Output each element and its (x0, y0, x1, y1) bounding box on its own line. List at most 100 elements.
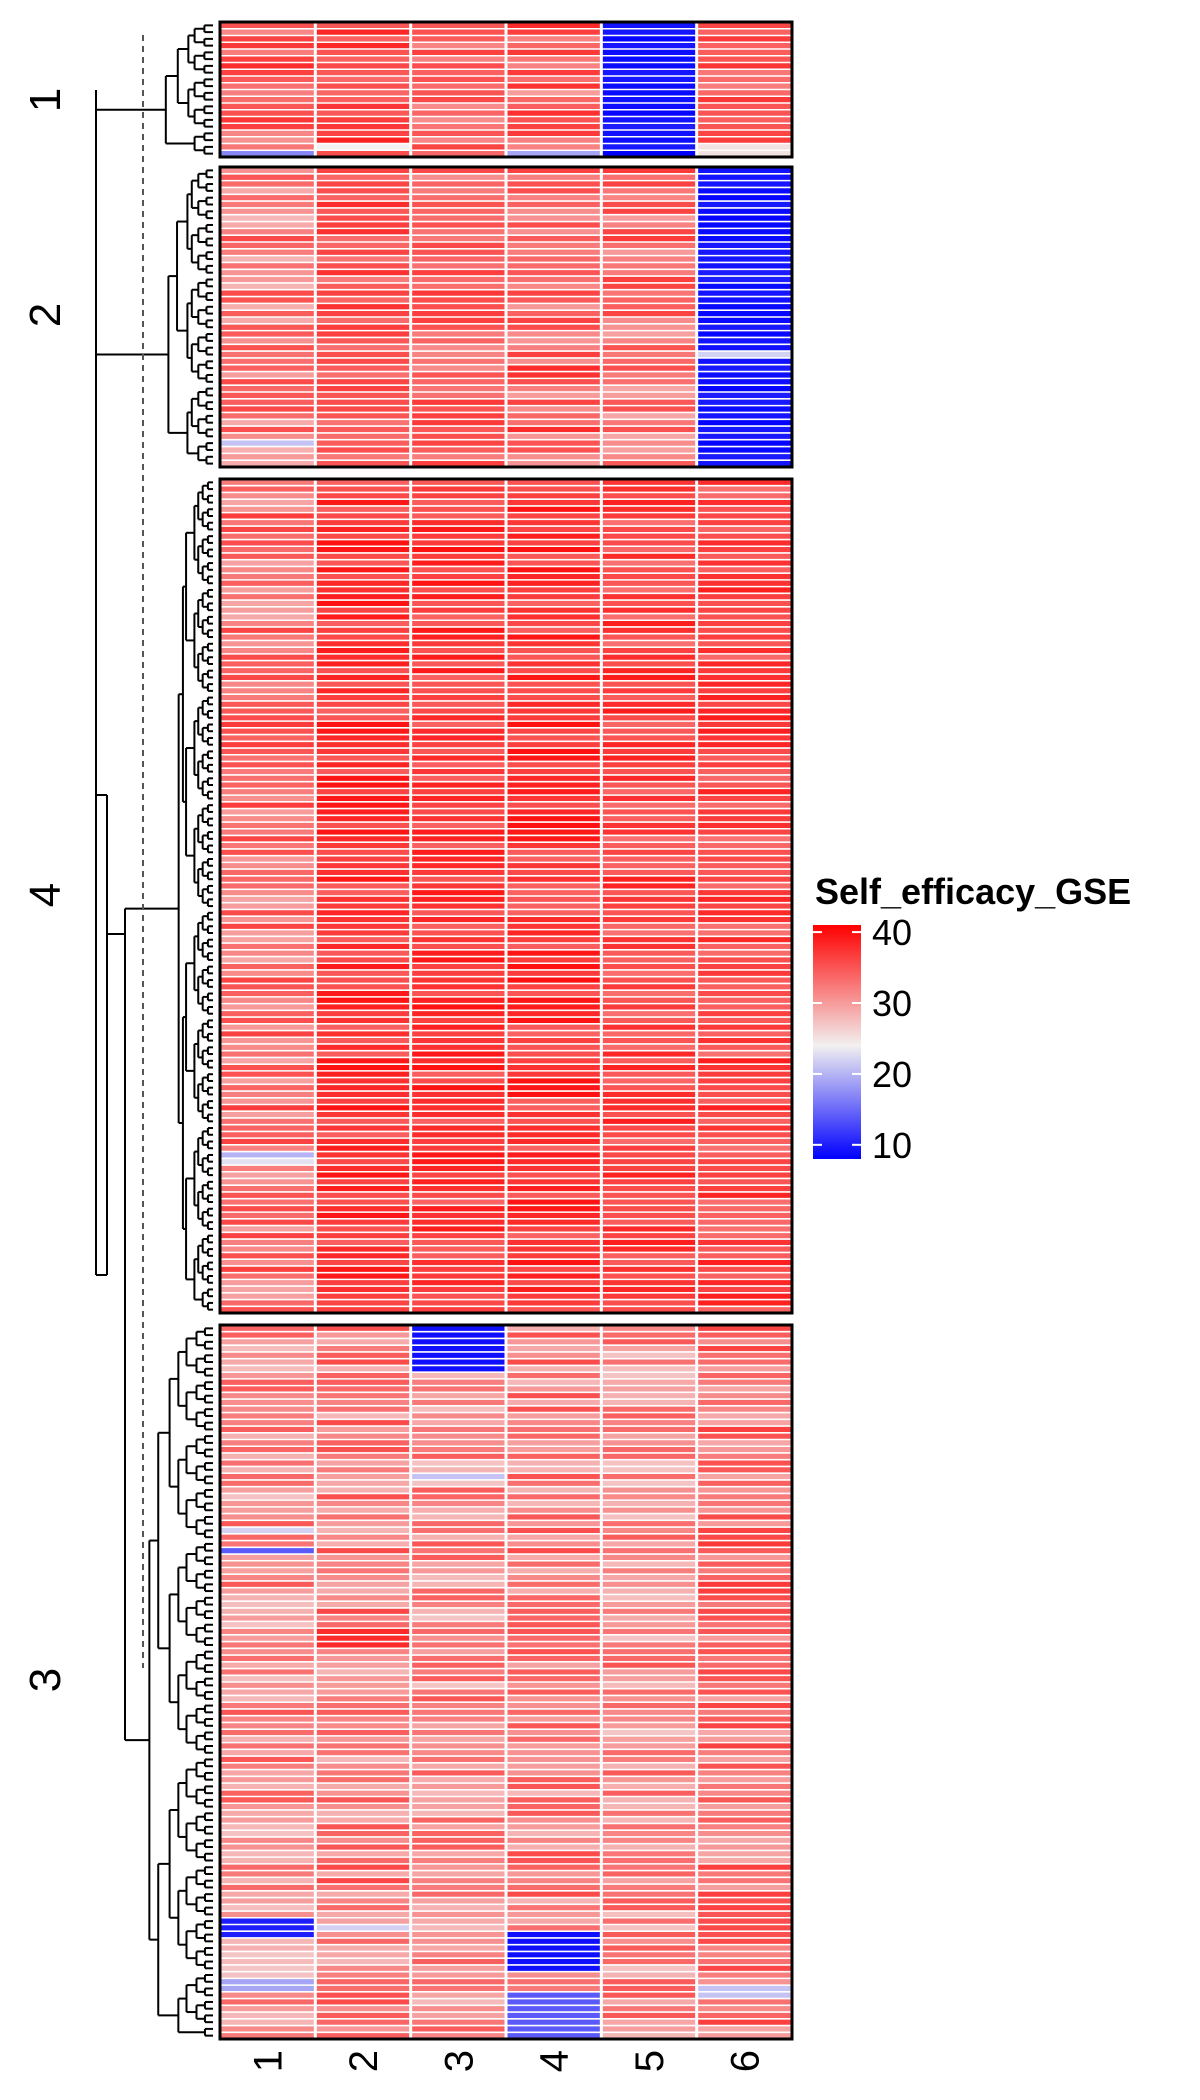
heatmap-cell (696, 1043, 792, 1051)
heatmap-cell (220, 221, 316, 229)
heatmap-cell (220, 1917, 316, 1925)
heatmap-cell (220, 337, 316, 345)
heatmap-cell (696, 1749, 792, 1757)
heatmap-cell (220, 1325, 316, 1332)
heatmap-cell (315, 1265, 411, 1273)
heatmap-cell (315, 532, 411, 540)
heatmap-cell (506, 1931, 602, 1938)
heatmap-cell (506, 109, 602, 117)
heatmap-cell (410, 1675, 506, 1682)
heatmap-cell (220, 1722, 316, 1730)
heatmap-cell (506, 1486, 602, 1494)
heatmap-cell (506, 1097, 602, 1105)
heatmap-cell (220, 1171, 316, 1179)
heatmap-cell (410, 1958, 506, 1965)
heatmap-cell (220, 439, 316, 447)
heatmap-cell (220, 1843, 316, 1851)
heatmap-cell (601, 1513, 697, 1521)
heatmap-cell (506, 76, 602, 83)
heatmap-cell (410, 700, 506, 708)
heatmap-cell (601, 1178, 697, 1186)
heatmap-cell (410, 1762, 506, 1770)
heatmap-cell (601, 694, 697, 701)
heatmap-cell (410, 1695, 506, 1703)
heatmap-cell (601, 1877, 697, 1885)
heatmap-cell (601, 1084, 697, 1092)
heatmap-cell (220, 207, 316, 215)
heatmap-cell (506, 1124, 602, 1132)
heatmap-cell (601, 1614, 697, 1622)
heatmap-cell (506, 1479, 602, 1487)
heatmap-cell (220, 116, 316, 124)
heatmap-cell (220, 1715, 316, 1723)
heatmap-cell (315, 69, 411, 76)
heatmap-cell (696, 1191, 792, 1199)
heatmap-cell (696, 1084, 792, 1092)
heatmap-cell (696, 405, 792, 413)
heatmap-cell (696, 276, 792, 283)
heatmap-cell (220, 1432, 316, 1440)
heatmap-cell (220, 432, 316, 440)
heatmap-cell (601, 761, 697, 769)
heatmap-cell (315, 426, 411, 433)
heatmap-cell (220, 1198, 316, 1206)
heatmap-cell (696, 593, 792, 601)
heatmap-cell (315, 963, 411, 970)
heatmap-cell (410, 949, 506, 957)
heatmap-cell (696, 613, 792, 621)
heatmap-cell (410, 640, 506, 648)
heatmap-cell (315, 660, 411, 668)
heatmap-cell (506, 1520, 602, 1528)
heatmap-cell (410, 1017, 506, 1024)
heatmap-cell (696, 1708, 792, 1716)
heatmap-cell (410, 228, 506, 236)
heatmap-cell (601, 479, 697, 486)
heatmap-cell (506, 734, 602, 742)
heatmap-cell (601, 1037, 697, 1044)
heatmap-cell (410, 1937, 506, 1945)
heatmap-cell (220, 1520, 316, 1528)
heatmap-cell (220, 1978, 316, 1986)
heatmap-cell (506, 808, 602, 816)
heatmap-cell (410, 1104, 506, 1112)
heatmap-cell (506, 150, 602, 157)
heatmap-cell (315, 1796, 411, 1804)
heatmap-cell (601, 1769, 697, 1777)
heatmap-cell (220, 1944, 316, 1952)
heatmap-cell (506, 1412, 602, 1420)
heatmap-cell (315, 310, 411, 317)
heatmap-cell (506, 1365, 602, 1373)
heatmap-cell (506, 1378, 602, 1386)
heatmap-cell (696, 1567, 792, 1575)
heatmap-cell (220, 426, 316, 433)
heatmap-cell (410, 1823, 506, 1831)
heatmap-cell (506, 1218, 602, 1226)
heatmap-cell (315, 1540, 411, 1548)
heatmap-cell (696, 1017, 792, 1024)
heatmap-cell (601, 1830, 697, 1837)
heatmap-cell (601, 889, 697, 896)
heatmap-cell (696, 398, 792, 406)
heatmap-cell (506, 1884, 602, 1891)
heatmap-cell (601, 180, 697, 188)
heatmap-cell (696, 1890, 792, 1898)
heatmap-cell (410, 1178, 506, 1186)
heatmap-cell (410, 276, 506, 283)
heatmap-cell (410, 1003, 506, 1011)
heatmap-cell (220, 1924, 316, 1932)
heatmap-cell (506, 351, 602, 358)
heatmap-cell (696, 606, 792, 614)
heatmap-cell (315, 1749, 411, 1757)
heatmap-cell (315, 143, 411, 151)
heatmap-cell (696, 626, 792, 634)
heatmap-cell (410, 889, 506, 896)
heatmap-cell (315, 1037, 411, 1044)
heatmap-cell (220, 1985, 316, 1992)
heatmap-cell (410, 1897, 506, 1905)
heatmap-cell (315, 330, 411, 338)
heatmap-cell (506, 2012, 602, 2019)
heatmap-cell (601, 1306, 697, 1313)
heatmap-cell (220, 35, 316, 43)
heatmap-cell (601, 660, 697, 668)
heatmap-cell (220, 1010, 316, 1018)
